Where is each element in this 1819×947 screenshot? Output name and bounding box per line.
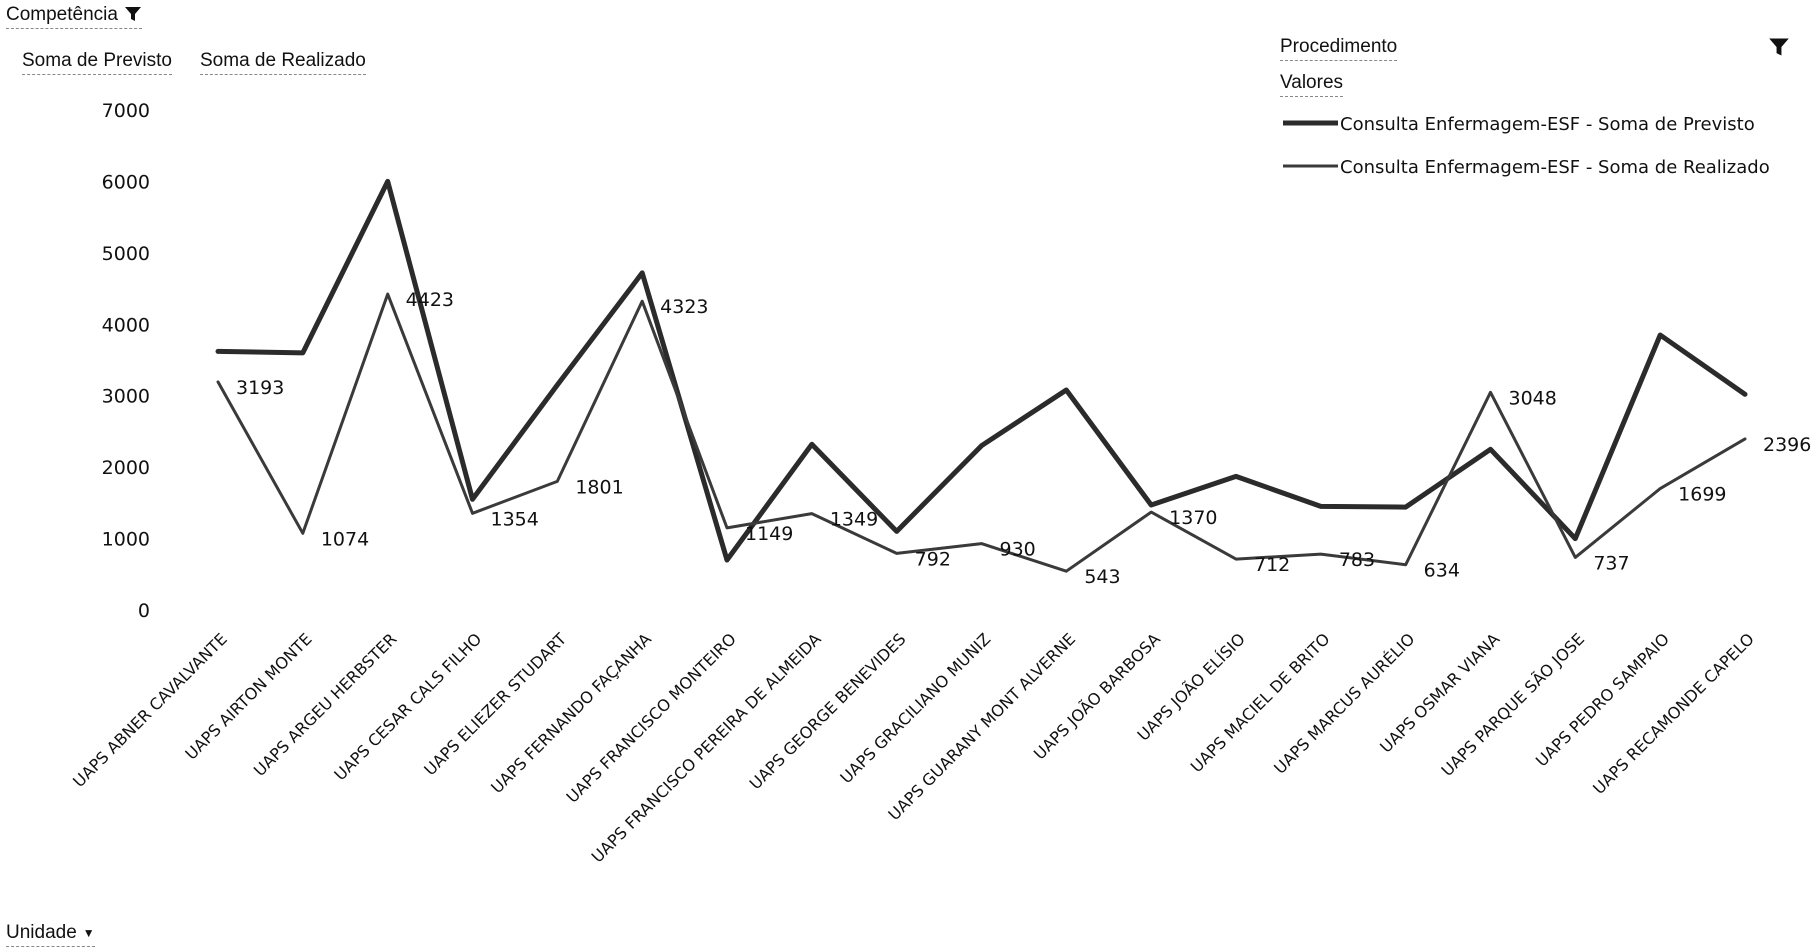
data-label-realizado: 1349 <box>830 509 878 531</box>
x-tick-label: UAPS ELIEZER STUDART <box>420 629 570 779</box>
data-label-realizado: 1801 <box>575 476 623 498</box>
legend-label: Consulta Enfermagem-ESF - Soma de Previs… <box>1340 114 1755 135</box>
data-label-realizado: 2396 <box>1763 434 1811 456</box>
y-tick-label: 5000 <box>102 243 150 265</box>
competencia-filter-button[interactable]: Competência <box>6 4 142 29</box>
data-label-realizado: 1074 <box>321 528 369 550</box>
y-tick-label: 1000 <box>102 529 150 551</box>
x-tick-label: UAPS CESAR CALS FILHO <box>330 629 485 784</box>
data-label-realizado: 1149 <box>745 523 793 545</box>
x-tick-label: UAPS MARCUS AURÉLIO <box>1270 629 1418 777</box>
x-tick-label: UAPS GEORGE BENEVIDES <box>746 629 910 793</box>
value-field-previsto[interactable]: Soma de Previsto <box>22 50 172 75</box>
x-tick-label: UAPS GUARANY MONT ALVERNE <box>884 629 1079 824</box>
data-label-realizado: 737 <box>1593 552 1629 574</box>
x-tick-label: UAPS ARGEU HERBSTER <box>250 629 401 780</box>
chevron-down-icon[interactable]: ▼ <box>82 926 95 940</box>
data-label-realizado: 930 <box>1000 539 1036 561</box>
y-tick-label: 2000 <box>102 457 150 479</box>
data-label-realizado: 1699 <box>1678 484 1726 506</box>
series-group <box>215 178 1748 573</box>
procedimento-filter-icon-wrap[interactable] <box>1768 36 1790 63</box>
y-axis: 0 1000 2000 3000 4000 5000 6000 7000 <box>102 100 150 622</box>
unidade-filter-button[interactable]: Unidade ▼ <box>6 922 95 947</box>
y-tick-label: 0 <box>138 600 150 622</box>
value-field-realizado-label: Soma de Realizado <box>200 50 366 71</box>
data-label-realizado: 4423 <box>406 289 454 311</box>
procedimento-filter-button[interactable]: Procedimento <box>1280 36 1398 61</box>
x-tick-label: UAPS FERNANDO FAÇANHA <box>487 629 655 797</box>
data-label-realizado: 712 <box>1254 554 1290 576</box>
y-tick-label: 6000 <box>102 171 150 193</box>
y-tick-label: 4000 <box>102 314 150 336</box>
data-label-realizado: 1370 <box>1169 507 1217 529</box>
data-label-realizado: 543 <box>1084 566 1120 588</box>
data-label-realizado: 4323 <box>660 296 708 318</box>
series-line-previsto <box>215 178 1748 563</box>
y-tick-label: 7000 <box>102 100 150 122</box>
data-label-realizado: 783 <box>1339 549 1375 571</box>
data-label-realizado: 634 <box>1424 560 1460 582</box>
legend: Consulta Enfermagem-ESF - Soma de Previs… <box>1283 114 1770 178</box>
valores-label: Valores <box>1280 72 1344 97</box>
x-tick-label: UAPS PARQUE SÃO JOSE <box>1437 629 1588 780</box>
procedimento-label: Procedimento <box>1280 36 1398 57</box>
data-labels: 3193 1074 4423 1354 1801 4323 1149 1349 792 930 54… <box>236 289 1811 588</box>
x-tick-label: UAPS ABNER CAVALVANTE <box>69 629 231 791</box>
legend-label: Consulta Enfermagem-ESF - Soma de Realiz… <box>1340 157 1770 178</box>
x-tick-label: UAPS GRACILIANO MUNIZ <box>836 629 994 787</box>
x-tick-label: UAPS RECAMONDE CAPELO <box>1589 629 1758 798</box>
data-label-realizado: 792 <box>915 548 951 570</box>
competencia-label: Competência <box>6 4 118 25</box>
value-field-realizado[interactable]: Soma de Realizado <box>200 50 366 75</box>
series-line-realizado <box>216 292 1747 573</box>
valores-label-text: Valores <box>1280 72 1344 93</box>
filter-icon[interactable] <box>124 5 142 26</box>
x-tick-label: UAPS FRANCISCO MONTEIRO <box>563 629 740 806</box>
value-field-previsto-label: Soma de Previsto <box>22 50 172 71</box>
data-label-realizado: 3193 <box>236 377 284 399</box>
filter-icon[interactable] <box>1768 36 1790 61</box>
x-tick-label: UAPS MACIEL DE BRITO <box>1187 629 1334 776</box>
data-label-realizado: 3048 <box>1509 387 1557 409</box>
y-tick-label: 3000 <box>102 386 150 408</box>
data-label-realizado: 1354 <box>491 508 539 530</box>
unidade-label: Unidade <box>6 922 77 943</box>
